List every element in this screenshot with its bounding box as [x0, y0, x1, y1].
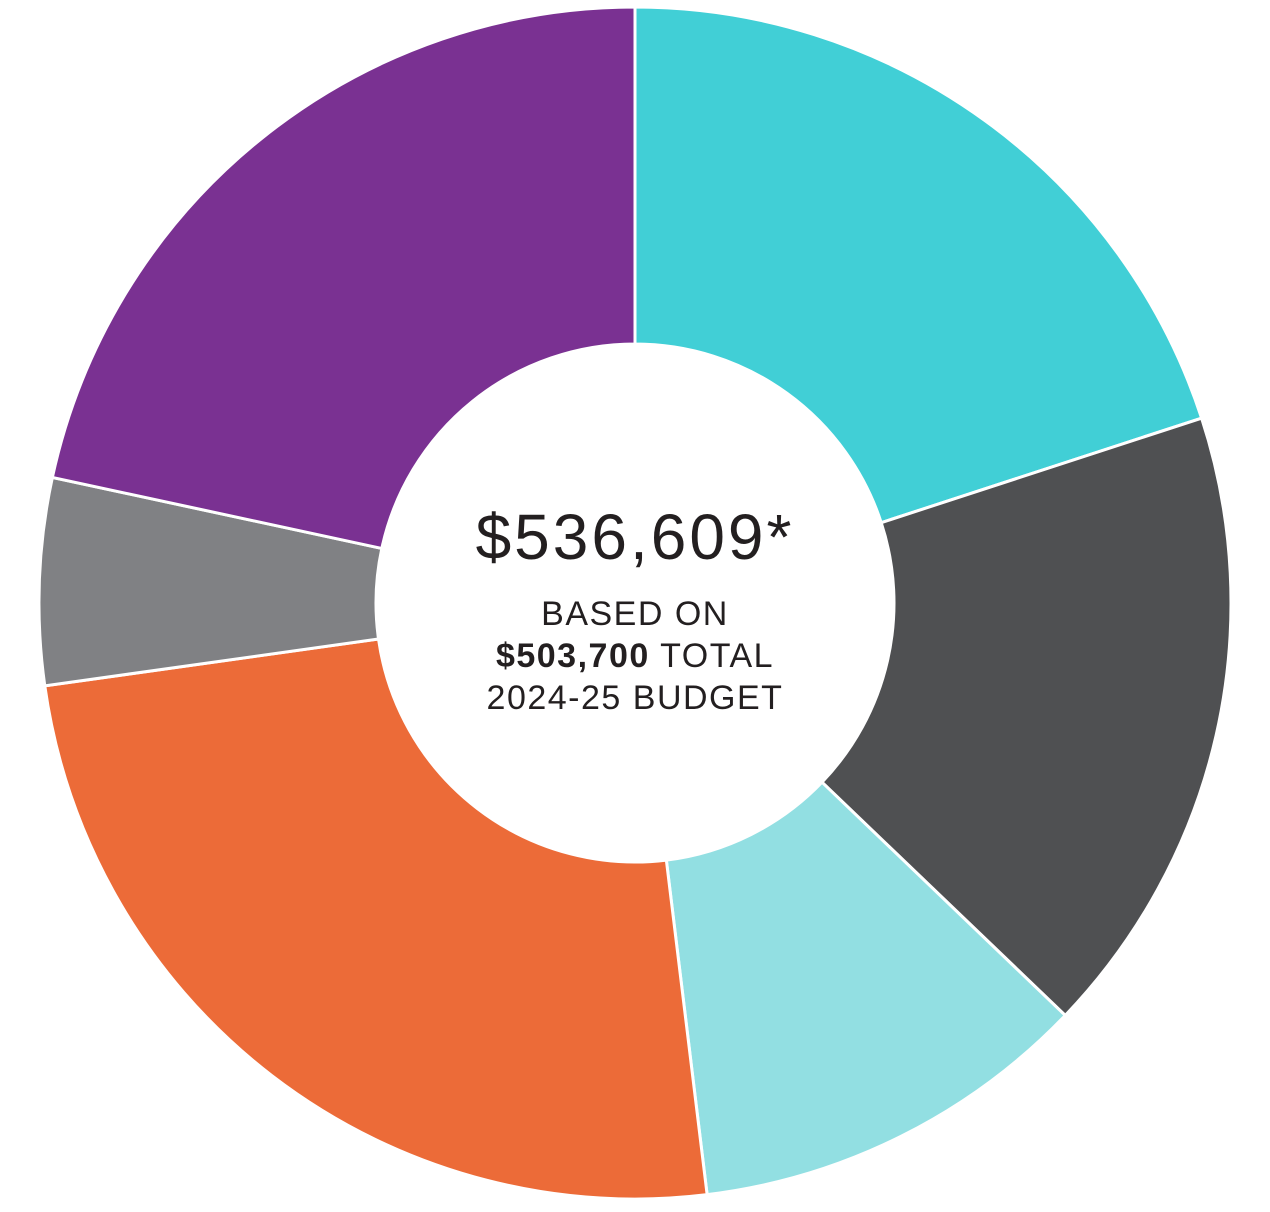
- donut-slice-2: [819, 416, 1233, 1018]
- center-line-1: BASED ON: [541, 595, 729, 633]
- center-line-3: 2024-25 BUDGET: [486, 679, 784, 717]
- donut-slice-3: [664, 780, 1068, 1197]
- donut-slice-6: [50, 5, 637, 551]
- center-total-amount: $503,700: [495, 637, 650, 675]
- center-subtitle: BASED ON $503,700 TOTAL 2024-25 BUDGET: [435, 593, 835, 719]
- slices-group: [37, 5, 1233, 1201]
- center-total-label: TOTAL: [649, 637, 775, 675]
- donut-slice-1: [633, 5, 1204, 525]
- center-line-2: $503,700 TOTAL: [435, 635, 835, 677]
- donut-slice-4: [43, 637, 709, 1201]
- center-amount: $536,609*: [475, 501, 795, 573]
- center-label: $536,609* BASED ON $503,700 TOTAL 2024-2…: [435, 495, 835, 719]
